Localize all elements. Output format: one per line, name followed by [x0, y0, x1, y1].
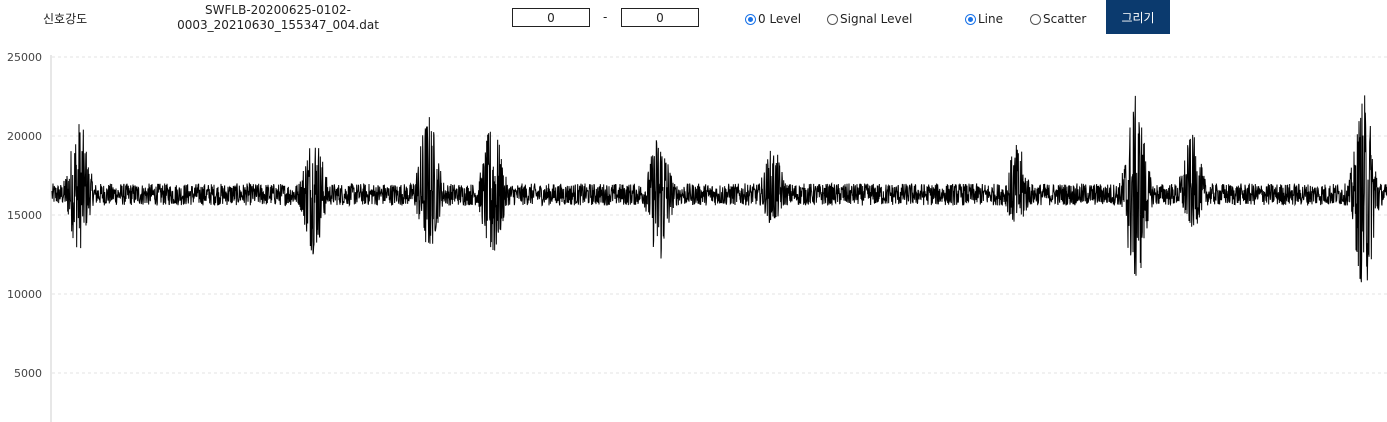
- zero-level-radio[interactable]: 0 Level: [745, 12, 801, 26]
- filename-line-1: SWFLB-20200625-0102-: [205, 3, 351, 17]
- range-start-input[interactable]: [512, 8, 590, 27]
- y-tick-label: 5000: [14, 367, 42, 380]
- range-separator: -: [603, 10, 608, 24]
- draw-button[interactable]: 그리기: [1106, 0, 1170, 34]
- chart-title-label: 신호강도: [43, 12, 88, 26]
- y-axis-ticks: 5000 10000 15000 20000 25000: [7, 51, 42, 380]
- zero-level-label: 0 Level: [758, 12, 802, 26]
- radio-selected-icon[interactable]: [745, 13, 756, 25]
- line-mode-label: Line: [978, 12, 1004, 26]
- filename-line-2: 0003_20210630_155347_004.dat: [177, 18, 379, 32]
- radio-selected-icon[interactable]: [965, 13, 976, 25]
- toolbar: 신호강도 SWFLB-20200625-0102- 0003_20210630_…: [0, 0, 1387, 44]
- scatter-mode-radio[interactable]: Scatter: [1030, 12, 1086, 26]
- line-mode-radio[interactable]: Line: [965, 12, 1003, 26]
- filename-label: SWFLB-20200625-0102- 0003_20210630_15534…: [170, 3, 386, 33]
- range-end-input[interactable]: [621, 8, 699, 27]
- radio-unselected-icon[interactable]: [1030, 13, 1041, 25]
- signal-series-line: [51, 95, 1387, 283]
- y-tick-label: 10000: [7, 288, 42, 301]
- signal-level-label: Signal Level: [840, 12, 913, 26]
- scatter-mode-label: Scatter: [1043, 12, 1087, 26]
- radio-unselected-icon[interactable]: [827, 13, 838, 25]
- y-tick-label: 25000: [7, 51, 42, 64]
- y-tick-label: 20000: [7, 130, 42, 143]
- chart-grid: [52, 56, 1387, 374]
- signal-level-radio[interactable]: Signal Level: [827, 12, 912, 26]
- y-tick-label: 15000: [7, 209, 42, 222]
